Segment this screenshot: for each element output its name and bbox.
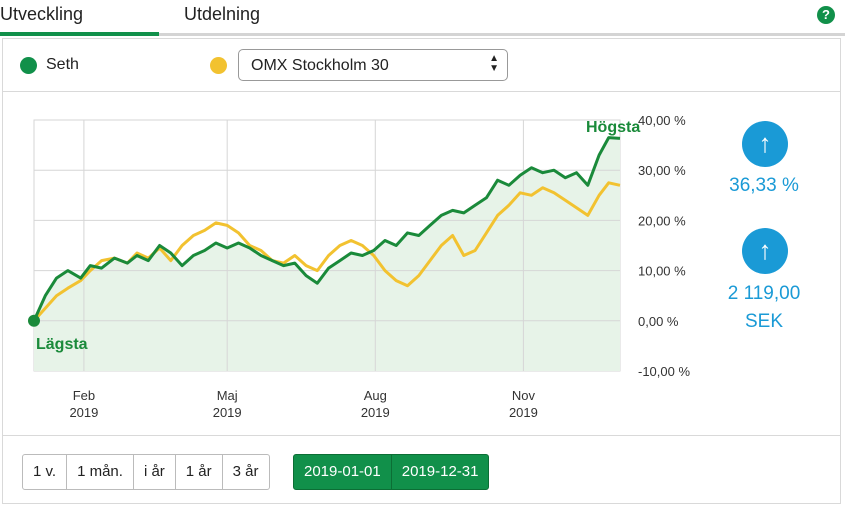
range-3-year-button[interactable]: 3 år xyxy=(221,454,270,490)
range-1-month-button[interactable]: 1 mån. xyxy=(66,454,134,490)
date-to-button[interactable]: 2019-12-31 xyxy=(390,454,490,490)
x-tick-year: 2019 xyxy=(69,405,98,420)
range-button-group: 1 v. 1 mån. i år 1 år 3 år xyxy=(22,454,270,490)
tab-utveckling[interactable]: Utveckling xyxy=(0,4,84,24)
low-point-marker xyxy=(28,314,40,327)
performance-chart: 40,00 % 30,00 % 20,00 % 10,00 % 0,00 % -10,00… xyxy=(28,113,690,420)
x-tick-month: Aug xyxy=(364,388,387,403)
active-tab-indicator xyxy=(0,32,159,36)
series-line-seth xyxy=(32,136,621,322)
tab-bar: Utveckling Utdelning ? xyxy=(0,0,845,36)
series-seth-area xyxy=(34,137,620,371)
y-tick-label: -10,00 % xyxy=(638,364,690,379)
low-label: Lägsta xyxy=(36,336,88,353)
arrow-up-icon: ↑ xyxy=(742,228,788,274)
return-amount: 2 119,00 xyxy=(727,283,801,304)
tab-bar-divider xyxy=(0,33,845,36)
high-label: Högsta xyxy=(586,119,640,136)
x-tick-month: Feb xyxy=(73,388,95,403)
x-tick-month: Nov xyxy=(512,388,536,403)
y-tick-label: 0,00 % xyxy=(638,314,679,329)
series-1-label: Seth xyxy=(46,56,79,73)
y-tick-label: 20,00 % xyxy=(638,213,686,228)
date-range-group: 2019-01-01 2019-12-31 xyxy=(293,454,490,490)
x-tick-year: 2019 xyxy=(361,405,390,420)
select-arrows-icon: ▲ ▼ xyxy=(489,53,499,74)
legend-row: Seth OMX Stockholm 30 ▲ ▼ xyxy=(3,39,840,92)
series-1-marker xyxy=(20,57,37,74)
x-tick-year: 2019 xyxy=(213,405,242,420)
y-tick-label: 30,00 % xyxy=(638,163,686,178)
x-tick-year: 2019 xyxy=(509,405,538,420)
range-controls: 1 v. 1 mån. i år 1 år 3 år 2019-01-01 20… xyxy=(3,435,840,503)
index-select-value: OMX Stockholm 30 xyxy=(251,57,389,74)
range-ytd-button[interactable]: i år xyxy=(132,454,176,490)
arrow-up-icon: ↑ xyxy=(742,121,788,167)
return-currency: SEK xyxy=(744,311,784,332)
chart-panel: Seth OMX Stockholm 30 ▲ ▼ 40,00 % 30,00 % 2… xyxy=(2,38,841,504)
help-icon[interactable]: ? xyxy=(817,6,835,24)
range-1-year-button[interactable]: 1 år xyxy=(174,454,223,490)
series-2-marker xyxy=(210,57,227,74)
index-select[interactable]: OMX Stockholm 30 ▲ ▼ xyxy=(238,49,508,81)
y-tick-label: 10,00 % xyxy=(638,264,686,279)
date-from-button[interactable]: 2019-01-01 xyxy=(293,454,392,490)
range-1-week-button[interactable]: 1 v. xyxy=(22,454,68,490)
y-tick-label: 40,00 % xyxy=(638,113,686,128)
tab-utdelning[interactable]: Utdelning xyxy=(184,4,261,24)
x-tick-month: Maj xyxy=(217,388,238,403)
return-percent: 36,33 % xyxy=(729,175,799,196)
